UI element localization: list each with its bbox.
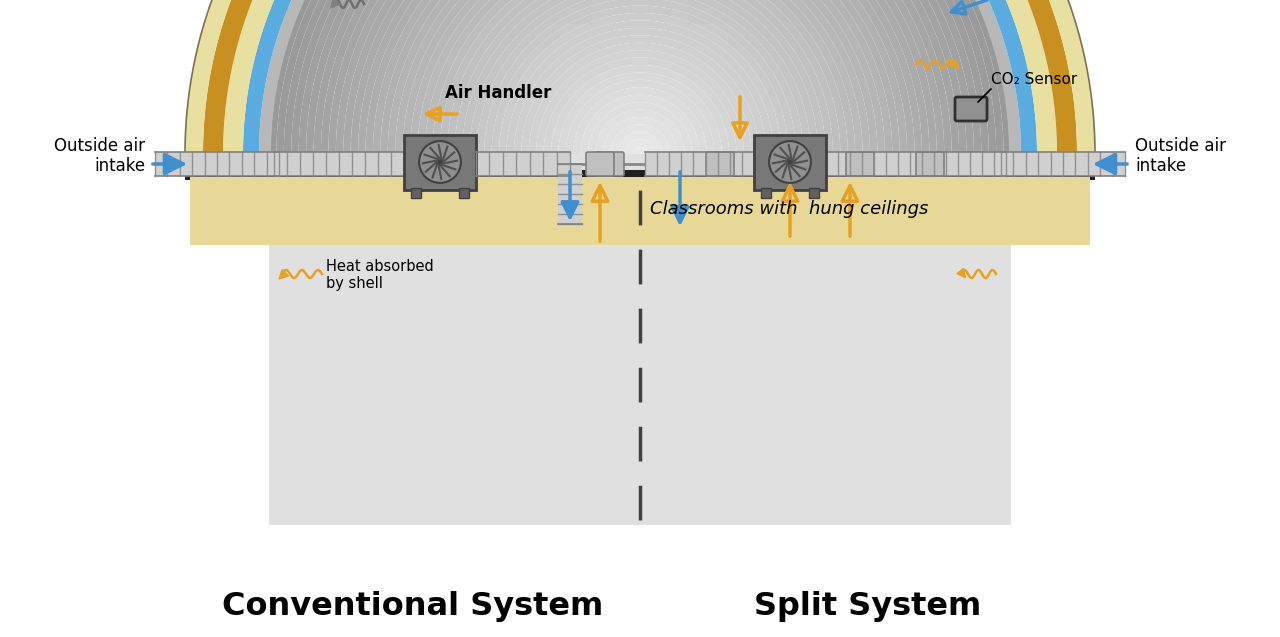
FancyBboxPatch shape <box>754 134 826 189</box>
Text: Air Handler: Air Handler <box>445 84 552 102</box>
Polygon shape <box>243 0 1037 154</box>
Polygon shape <box>618 132 662 154</box>
Text: CO₂ Sensor: CO₂ Sensor <box>991 71 1078 87</box>
Polygon shape <box>372 0 908 154</box>
Polygon shape <box>410 0 870 154</box>
Circle shape <box>438 159 443 164</box>
Polygon shape <box>462 0 818 154</box>
FancyBboxPatch shape <box>404 134 476 189</box>
FancyBboxPatch shape <box>916 152 945 176</box>
Polygon shape <box>507 20 773 154</box>
Text: Conventional System: Conventional System <box>221 592 603 622</box>
Bar <box>558 164 582 224</box>
Polygon shape <box>573 87 707 154</box>
Bar <box>155 152 279 176</box>
Polygon shape <box>204 0 1076 154</box>
Polygon shape <box>470 0 810 154</box>
Polygon shape <box>329 0 951 154</box>
Polygon shape <box>425 0 855 154</box>
Polygon shape <box>558 73 722 154</box>
Polygon shape <box>492 6 788 154</box>
Polygon shape <box>269 0 1011 154</box>
Polygon shape <box>223 0 1057 154</box>
Polygon shape <box>306 0 974 154</box>
Polygon shape <box>595 110 685 154</box>
FancyBboxPatch shape <box>955 97 987 121</box>
Bar <box>460 187 468 197</box>
Polygon shape <box>439 0 841 154</box>
Bar <box>269 154 1011 525</box>
Polygon shape <box>388 0 892 154</box>
Polygon shape <box>476 0 804 154</box>
FancyBboxPatch shape <box>846 152 874 176</box>
Polygon shape <box>544 57 736 154</box>
Bar <box>269 154 1011 525</box>
Text: Outside air
intake: Outside air intake <box>54 136 145 175</box>
Polygon shape <box>611 124 669 154</box>
Text: Split System: Split System <box>754 592 982 622</box>
Polygon shape <box>417 0 863 154</box>
Polygon shape <box>276 0 1004 154</box>
Bar <box>809 187 819 197</box>
Polygon shape <box>625 139 655 154</box>
FancyBboxPatch shape <box>707 152 733 176</box>
Bar <box>189 177 1091 245</box>
Circle shape <box>787 159 792 164</box>
Polygon shape <box>396 0 884 154</box>
Polygon shape <box>499 13 781 154</box>
Polygon shape <box>186 0 1094 154</box>
Text: Classrooms with  hung ceilings: Classrooms with hung ceilings <box>650 200 928 218</box>
Polygon shape <box>566 80 714 154</box>
Bar <box>645 152 754 176</box>
Polygon shape <box>335 0 945 154</box>
Polygon shape <box>632 147 648 154</box>
FancyBboxPatch shape <box>586 152 614 176</box>
Polygon shape <box>581 95 699 154</box>
Polygon shape <box>402 0 878 154</box>
Polygon shape <box>447 0 833 154</box>
Polygon shape <box>588 102 692 154</box>
Polygon shape <box>259 0 1021 154</box>
Polygon shape <box>454 0 826 154</box>
Polygon shape <box>343 0 937 154</box>
FancyBboxPatch shape <box>596 152 625 176</box>
Polygon shape <box>433 0 847 154</box>
Polygon shape <box>550 65 730 154</box>
Bar <box>476 152 570 176</box>
Bar <box>1001 152 1125 176</box>
Polygon shape <box>603 117 677 154</box>
Polygon shape <box>298 0 982 154</box>
Bar <box>274 152 404 176</box>
Polygon shape <box>529 43 751 154</box>
Bar <box>762 187 771 197</box>
Polygon shape <box>314 0 966 154</box>
Polygon shape <box>358 0 922 154</box>
Polygon shape <box>521 35 759 154</box>
Polygon shape <box>321 0 959 154</box>
Polygon shape <box>484 0 796 154</box>
Polygon shape <box>366 0 914 154</box>
Bar <box>411 187 421 197</box>
Bar <box>826 152 1006 176</box>
Polygon shape <box>284 0 996 154</box>
Polygon shape <box>351 0 929 154</box>
Polygon shape <box>536 50 744 154</box>
Circle shape <box>419 141 461 183</box>
Polygon shape <box>292 0 988 154</box>
Text: Outside air
intake: Outside air intake <box>1135 136 1226 175</box>
Circle shape <box>769 141 812 183</box>
Text: Heat absorbed
by shell: Heat absorbed by shell <box>326 259 434 291</box>
Polygon shape <box>513 28 767 154</box>
Polygon shape <box>380 0 900 154</box>
Bar <box>186 170 1094 180</box>
